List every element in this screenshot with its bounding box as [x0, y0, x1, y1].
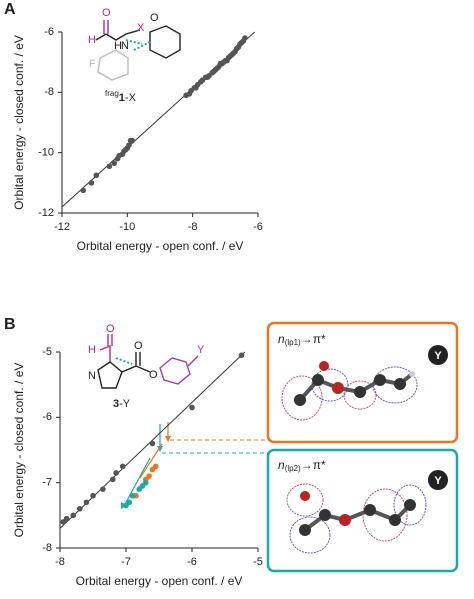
x-axis-title: Orbital energy - open conf. / eV [76, 574, 243, 588]
data-point [93, 172, 100, 179]
atom-label: H [88, 344, 96, 356]
label-suffix: -X [125, 92, 137, 104]
y-tick-label: -5 [42, 346, 52, 358]
data-point [143, 479, 149, 486]
atom-label: N [88, 370, 96, 382]
structure-b: H O N O O Y 3-Y [88, 323, 205, 410]
structure-a: O H X O H N F frag1-X [88, 7, 181, 104]
atom-label: O [149, 369, 158, 381]
data-point [146, 473, 152, 479]
badge [428, 470, 448, 490]
y-tick-label: -8 [44, 86, 54, 98]
data-point [70, 512, 76, 519]
compound-label: frag1-X [105, 89, 137, 104]
orbital-render [281, 361, 427, 554]
label-arrow: →π* [301, 458, 326, 472]
label-arrow: →π* [301, 332, 326, 346]
label-sub: (lp2) [285, 464, 301, 473]
label-sub: (lp1) [285, 338, 301, 347]
badge-label: Y [434, 475, 442, 487]
label-main: n [278, 332, 285, 346]
annotations [121, 422, 268, 509]
data-point [83, 499, 90, 506]
atom-label: X [137, 22, 145, 34]
arrow [123, 457, 151, 507]
label-prefix: frag [105, 89, 119, 98]
y-axis-title: Orbital energy - closed conf. / eV [12, 35, 26, 210]
inset-label: n(lp1)→π* [278, 332, 326, 347]
data-point [126, 499, 133, 506]
data-point [111, 160, 118, 167]
panel-letter: B [4, 316, 16, 333]
data-point [113, 470, 119, 476]
x-tick-label: -8 [188, 221, 198, 233]
data-point [129, 492, 136, 499]
y-tick-label: -6 [44, 26, 54, 38]
x-tick-label: -6 [187, 556, 197, 568]
atom-label: H [88, 34, 96, 46]
inset-box [266, 448, 459, 573]
label-number: 1 [119, 92, 125, 104]
data-point [63, 515, 70, 522]
x-tick-label: -8 [55, 556, 65, 568]
x-tick-label: -5 [253, 556, 263, 568]
data-point [189, 404, 195, 411]
x-tick-label: -6 [253, 221, 263, 233]
badge-label: Y [434, 350, 442, 362]
label-number: 3 [113, 398, 119, 410]
x-tick-label: -10 [119, 221, 135, 233]
inset-label: n(lp2)→π* [278, 458, 326, 473]
data-point [110, 476, 116, 483]
data-point [152, 463, 159, 470]
atom-label: O [106, 323, 115, 335]
data-point [149, 440, 156, 447]
arrowhead [165, 436, 171, 442]
data-point [129, 137, 136, 144]
atom-label: H [114, 40, 122, 52]
atom-label: O [134, 340, 143, 352]
x-axis-title: Orbital energy - open conf. / eV [77, 239, 244, 253]
inset-box [266, 321, 459, 444]
atom-label: Y [197, 344, 205, 356]
data-point [90, 492, 96, 499]
data-point [126, 142, 132, 148]
arrowhead [157, 446, 163, 452]
panel-letter: A [4, 1, 16, 18]
atom-label: O [102, 7, 111, 19]
data-point [88, 180, 95, 186]
badge [428, 345, 448, 365]
data-point [80, 187, 87, 194]
x-tick-label: -12 [54, 221, 70, 233]
atom-label: F [89, 58, 96, 70]
data-point [242, 35, 248, 41]
y-tick-label: -12 [38, 207, 54, 219]
atom-label: N [121, 40, 129, 52]
label-main: n [278, 458, 285, 472]
data-point [238, 352, 245, 359]
compound-label: 3-Y [113, 398, 131, 410]
x-tick-label: -7 [121, 556, 131, 568]
atom-label: O [150, 12, 159, 24]
arrow [139, 443, 163, 479]
fit-line [59, 351, 246, 529]
insets: n(lp1)→π* n(lp2)→π* Y Y [266, 321, 459, 573]
y-tick-label: -10 [38, 147, 54, 159]
data-point [106, 163, 113, 170]
y-tick-label: -7 [42, 477, 52, 489]
label-suffix: -Y [119, 398, 131, 410]
data-point [119, 463, 126, 470]
y-axis-title: Orbital energy - closed conf. / eV [12, 363, 26, 538]
data-point [77, 506, 83, 512]
data-point [100, 486, 106, 493]
y-tick-label: -6 [42, 411, 52, 423]
y-tick-label: -8 [42, 542, 52, 554]
